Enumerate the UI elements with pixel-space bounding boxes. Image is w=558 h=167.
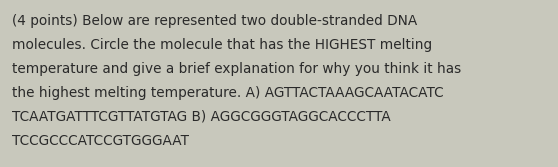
- Text: TCCGCCCATCCGTGGGAAT: TCCGCCCATCCGTGGGAAT: [12, 134, 189, 148]
- Text: (4 points) Below are represented two double-stranded DNA: (4 points) Below are represented two dou…: [12, 14, 417, 28]
- Text: temperature and give a brief explanation for why you think it has: temperature and give a brief explanation…: [12, 62, 461, 76]
- Text: molecules. Circle the molecule that has the HIGHEST melting: molecules. Circle the molecule that has …: [12, 38, 432, 52]
- Text: the highest melting temperature. A) AGTTACTAAAGCAATACATC: the highest melting temperature. A) AGTT…: [12, 86, 444, 100]
- Text: TCAATGATTTCGTTATGTAG B) AGGCGGGTAGGCACCCTTA: TCAATGATTTCGTTATGTAG B) AGGCGGGTAGGCACCC…: [12, 110, 391, 124]
